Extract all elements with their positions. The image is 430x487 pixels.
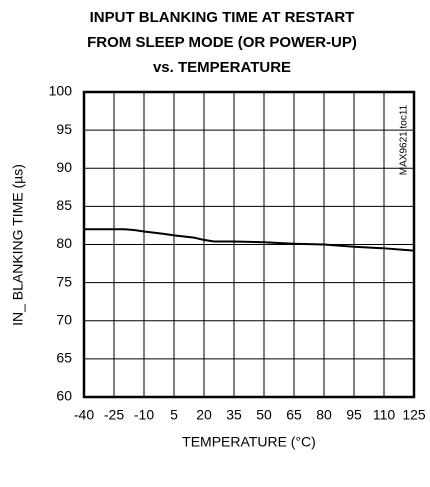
y-tick-label: 60 xyxy=(56,388,72,404)
chart-title: INPUT BLANKING TIME AT RESTART xyxy=(90,9,355,26)
data-line xyxy=(84,228,415,252)
x-tick-label: -25 xyxy=(104,407,124,423)
x-tick-label: 80 xyxy=(316,407,332,423)
y-axis-label: IN_ BLANKING TIME (µs) xyxy=(10,164,26,326)
y-tick-label: 80 xyxy=(56,235,72,251)
y-tick-label: 65 xyxy=(56,350,72,366)
x-tick-label: 65 xyxy=(286,407,302,423)
chart-title: vs. TEMPERATURE xyxy=(153,59,291,76)
y-tick-label: 75 xyxy=(56,273,72,289)
x-tick-label: 35 xyxy=(226,407,242,423)
x-tick-label: 95 xyxy=(346,407,362,423)
y-tick-label: 90 xyxy=(56,159,72,175)
y-tick-label: 85 xyxy=(56,197,72,213)
x-tick-label: -10 xyxy=(134,407,154,423)
y-tick-label: 95 xyxy=(56,121,72,137)
chart-title: FROM SLEEP MODE (OR POWER-UP) xyxy=(87,34,357,51)
x-tick-label: 5 xyxy=(170,407,178,423)
x-tick-label: -40 xyxy=(74,407,94,423)
plot-frame xyxy=(82,90,416,399)
x-tick-label: 125 xyxy=(402,407,426,423)
y-tick-label: 70 xyxy=(56,311,72,327)
y-tick-label: 100 xyxy=(49,83,73,99)
x-axis-label: TEMPERATURE (°C) xyxy=(182,434,316,450)
x-tick-label: 20 xyxy=(196,407,212,423)
x-tick-label: 110 xyxy=(373,407,396,423)
x-tick-label: 50 xyxy=(256,407,272,423)
annotation: MAX9621 toc11 xyxy=(399,104,410,175)
